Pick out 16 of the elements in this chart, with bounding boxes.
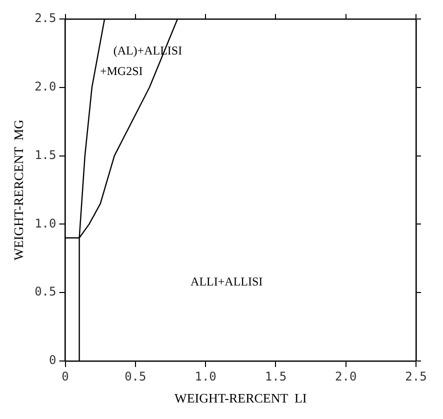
y-tick-label: 0 xyxy=(49,353,56,368)
annotation: +MG2SI xyxy=(100,64,143,78)
x-tick-label: 1.0 xyxy=(194,369,216,384)
y-axis-title: WEIGHT-RERCENT MG xyxy=(11,120,26,260)
x-tick-label: 0 xyxy=(62,369,69,384)
y-tick-label: 0.5 xyxy=(34,284,56,299)
x-axis-title: WEIGHT-RERCENT LI xyxy=(174,390,307,406)
y-tick-label: 1.5 xyxy=(34,148,56,162)
x-tick-label: 2.5 xyxy=(405,369,427,384)
y-tick-label: 1.0 xyxy=(34,216,56,230)
x-tick-label: 2.0 xyxy=(335,369,357,384)
y-tick-label: 2.5 xyxy=(34,11,56,26)
annotation: ALLI+ALLISI xyxy=(190,274,263,288)
x-tick-label: 0.5 xyxy=(124,369,146,384)
x-tick-label: 1.5 xyxy=(264,369,287,384)
y-tick-label: 2.0 xyxy=(34,80,56,94)
